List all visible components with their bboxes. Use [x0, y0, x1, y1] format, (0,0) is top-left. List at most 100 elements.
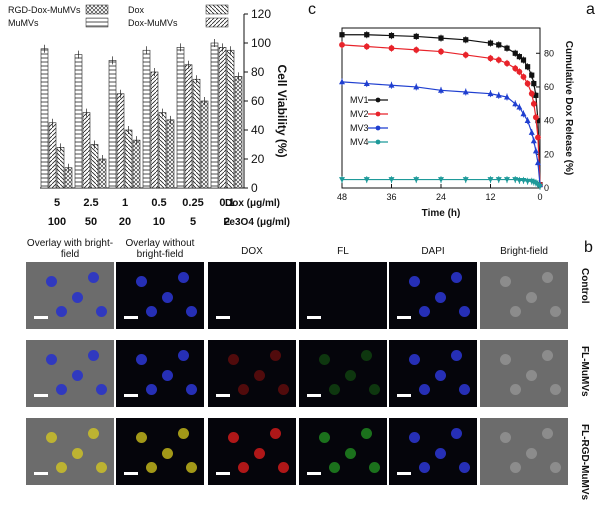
data-point — [520, 110, 527, 117]
series-line-MV3 — [341, 81, 541, 185]
data-point — [364, 32, 370, 38]
panel-label-b: b — [584, 239, 593, 256]
y-tick-label: 80 — [251, 65, 265, 79]
data-point — [388, 45, 395, 52]
cell-nucleus — [369, 306, 380, 317]
dox-category-label: 0.25 — [182, 197, 203, 209]
data-point — [339, 177, 345, 183]
cell-nucleus — [178, 272, 189, 283]
data-point — [528, 129, 535, 135]
fe-category-label: 2 — [224, 216, 230, 228]
cell-nucleus — [361, 428, 372, 439]
micrograph — [299, 262, 387, 329]
cell-nucleus — [146, 462, 157, 473]
cell-nucleus — [162, 370, 173, 381]
data-point — [495, 57, 502, 63]
data-point — [512, 177, 519, 183]
cell-nucleus — [459, 384, 470, 395]
micrograph — [26, 340, 114, 407]
data-point — [413, 46, 420, 53]
data-point — [530, 100, 537, 107]
cell-nucleus — [409, 432, 420, 443]
data-point — [487, 40, 494, 46]
cell-nucleus — [451, 428, 462, 439]
cell-nucleus — [278, 306, 289, 317]
data-point — [512, 100, 519, 107]
column-label: FL — [337, 246, 349, 257]
cell-nucleus — [500, 354, 511, 365]
cell-nucleus — [510, 306, 521, 317]
dox-category-label: 0.1 — [219, 197, 234, 209]
fe-category-label: 10 — [153, 216, 165, 228]
micrograph — [299, 340, 387, 407]
data-point — [363, 177, 370, 183]
x-tick-label: 24 — [436, 192, 446, 202]
fe-category-label: 50 — [85, 216, 97, 228]
bar-Dox-MuMVs — [218, 47, 227, 189]
column-label: Overlay without bright-field — [125, 238, 195, 260]
legend-marker — [375, 125, 381, 131]
cell-nucleus — [526, 370, 537, 381]
bar-MuMVs — [74, 54, 83, 189]
cell-nucleus — [278, 384, 289, 395]
bar-Dox-MuMVs — [184, 64, 193, 189]
data-point — [388, 177, 395, 183]
legend-item: MuMVs — [8, 18, 39, 28]
data-point — [535, 134, 541, 141]
data-point — [512, 50, 518, 56]
cell-nucleus — [435, 292, 446, 303]
bar-RGD-Dox-MuMVs — [234, 76, 243, 189]
cell-nucleus — [451, 272, 462, 283]
legend-swatch — [205, 17, 229, 28]
cell-nucleus — [329, 306, 340, 317]
bar-Dox — [124, 129, 133, 189]
data-point — [520, 178, 527, 184]
cell-nucleus — [228, 276, 239, 287]
row-label: FL-MuMVs — [579, 346, 590, 397]
legend-marker — [375, 97, 381, 103]
cell-nucleus — [435, 370, 446, 381]
cell-nucleus — [136, 432, 147, 443]
data-point — [504, 177, 510, 183]
micrograph — [208, 262, 296, 329]
data-point — [530, 137, 537, 144]
dox-category-label: 2.5 — [83, 197, 98, 209]
fe-category-label: 5 — [190, 216, 196, 228]
data-point — [339, 41, 345, 48]
scale-bar — [397, 394, 411, 397]
cell-nucleus — [136, 354, 147, 365]
cell-nucleus — [56, 462, 67, 473]
bar-MuMVs — [142, 49, 151, 189]
data-point — [528, 178, 535, 185]
micrograph — [389, 418, 477, 485]
y-tick-label: 40 — [251, 123, 265, 137]
bar-Dox-MuMVs — [82, 112, 91, 189]
scale-bar — [397, 316, 411, 319]
data-point — [438, 48, 444, 55]
row-label: Control — [579, 268, 590, 304]
data-point — [363, 43, 370, 50]
y-tick-label: 0 — [251, 181, 258, 195]
data-point — [531, 80, 537, 87]
bar-Dox — [226, 49, 235, 189]
data-point — [413, 83, 420, 90]
y-axis-label: Cumulative Dox Release (%) — [563, 41, 574, 176]
micrograph — [389, 262, 477, 329]
data-point — [438, 35, 444, 41]
cell-nucleus — [72, 448, 83, 459]
data-point — [413, 33, 419, 40]
scale-bar — [34, 394, 48, 397]
micrograph — [116, 340, 204, 407]
y-tick-label: 20 — [544, 149, 554, 159]
panel-label-a: a — [586, 1, 595, 18]
row-label: FL-RGD-MuMVs — [579, 424, 590, 501]
legend-swatch — [205, 4, 229, 15]
bar-RGD-Dox-MuMVs — [132, 139, 141, 189]
cell-nucleus — [186, 306, 197, 317]
data-point — [463, 37, 469, 43]
legend-swatch — [85, 17, 109, 28]
data-point — [512, 65, 519, 72]
data-point — [520, 73, 527, 80]
bar-RGD-Dox-MuMVs — [98, 158, 107, 189]
